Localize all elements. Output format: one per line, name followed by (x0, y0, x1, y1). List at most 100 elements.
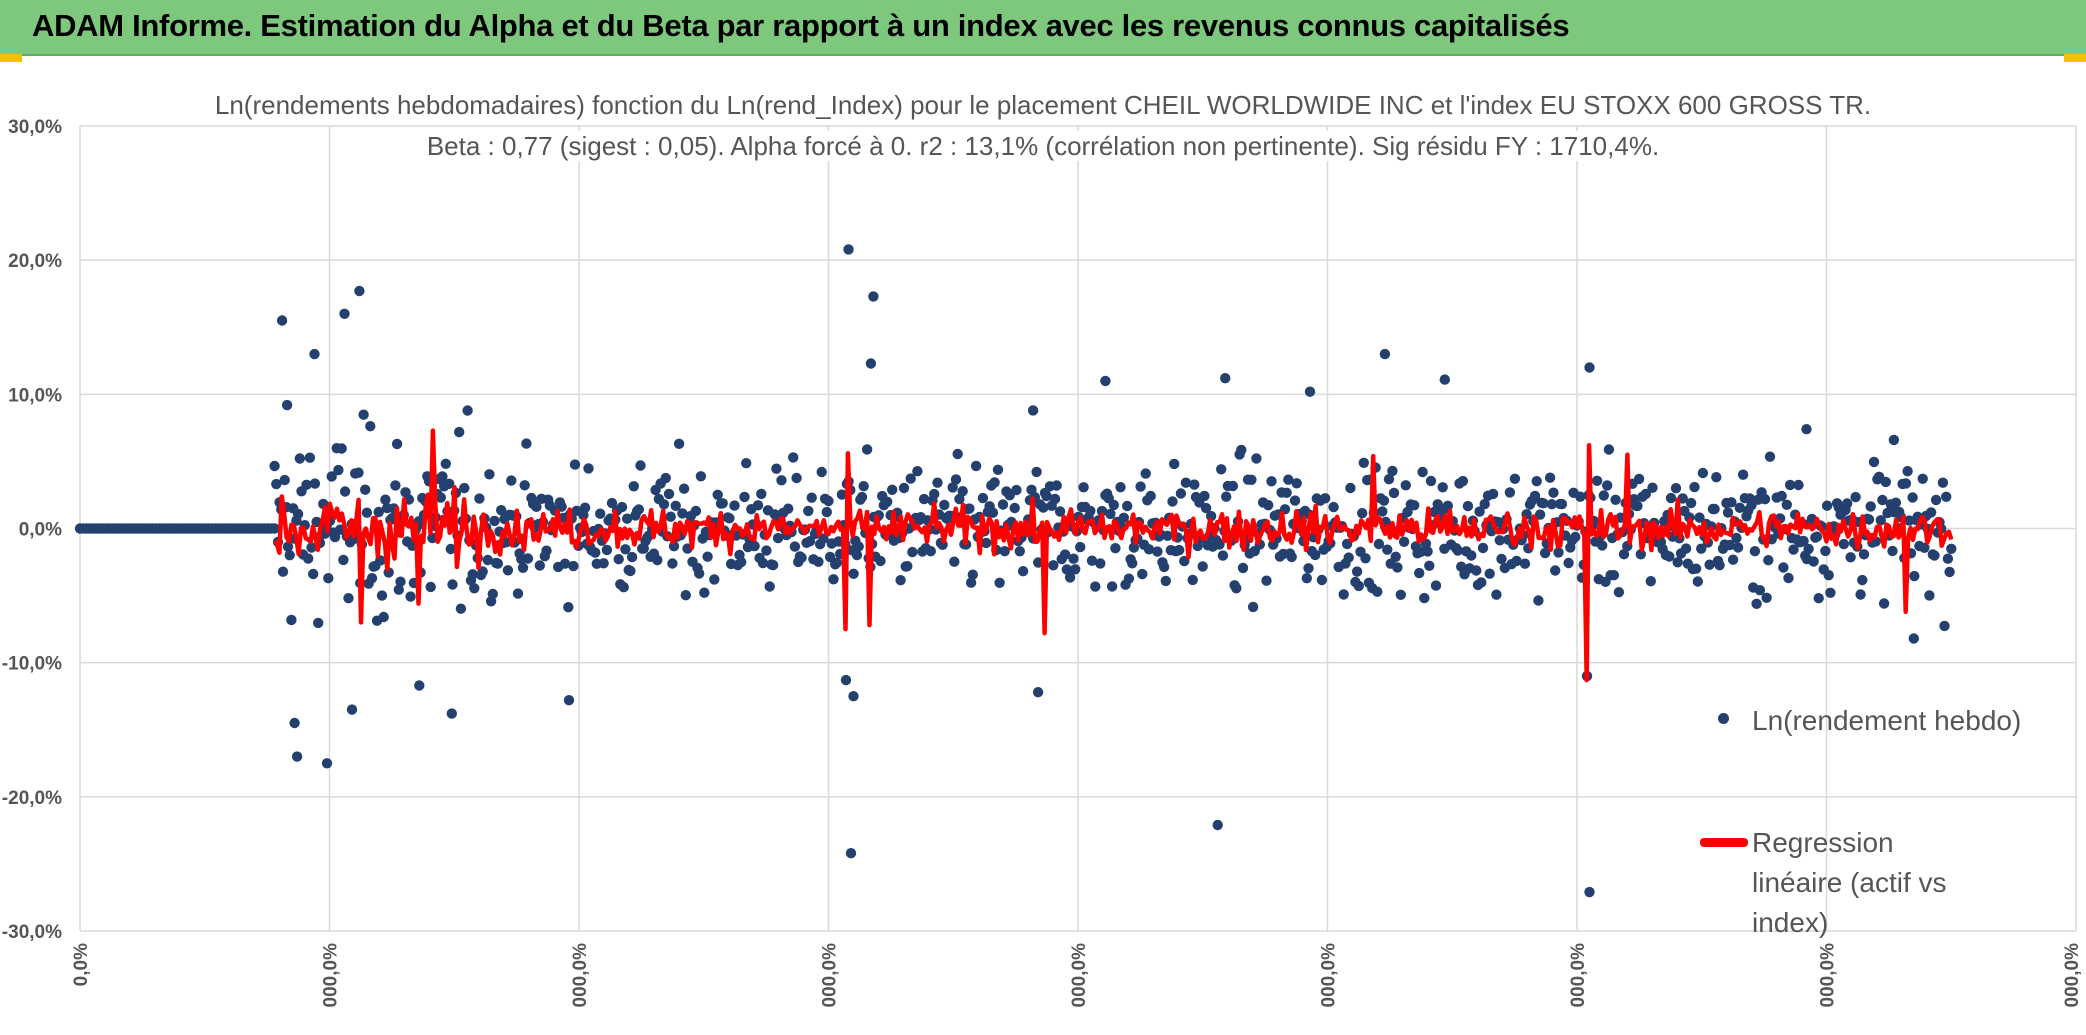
y-axis-ticks: 30,0% 20,0% 10,0% 0,0% -10,0% -20,0% -30,0% (2, 117, 62, 943)
scatter-point (1731, 532, 1742, 544)
scatter-point (771, 463, 782, 474)
scatter-point (1353, 580, 1365, 592)
scatter-point (1875, 515, 1887, 526)
x-tick-label: 000,0% (820, 943, 841, 1008)
scatter-point (1281, 487, 1292, 498)
scatter-point (1388, 487, 1400, 499)
scatter-point (1484, 568, 1495, 579)
scatter-point (1697, 467, 1709, 479)
scatter-point (1855, 589, 1866, 600)
scatter-point (291, 751, 303, 762)
scatter-point (806, 492, 817, 503)
scatter-point (1584, 886, 1595, 898)
scatter-point (446, 708, 457, 719)
x-tick-label: 000,0% (1319, 943, 1340, 1008)
scatter-point (1247, 601, 1259, 613)
x-tick-label: 000,0% (1069, 943, 1090, 1008)
scatter-point (1110, 543, 1121, 554)
scatter-point (1162, 530, 1173, 541)
scatter-point (1640, 488, 1652, 500)
y-tick-label: -30,0% (2, 922, 62, 943)
scatter-point (772, 532, 784, 544)
scatter-point (425, 581, 436, 593)
scatter-point (1888, 434, 1900, 446)
scatter-point (970, 460, 982, 472)
scatter-point (294, 453, 305, 464)
scatter-point (1850, 491, 1861, 503)
scatter-point (1379, 348, 1391, 360)
scatter-point (905, 473, 916, 484)
scatter-point (848, 691, 859, 702)
scatter-point (1909, 570, 1920, 582)
scatter-point (1494, 535, 1506, 546)
scatter-point (1059, 549, 1071, 560)
scatter-point (954, 493, 965, 505)
scatter-point (1942, 553, 1954, 564)
legend-label-scatter: Ln(rendement hebdo) (1752, 705, 2022, 736)
scatter-point (952, 448, 963, 460)
scatter-point (1930, 494, 1942, 506)
scatter-point (1724, 539, 1735, 551)
scatter-point (1690, 563, 1702, 574)
scatter-point (1174, 544, 1185, 556)
scatter-point (1504, 487, 1516, 498)
scatter-point (1863, 514, 1875, 525)
scatter-point (1842, 498, 1853, 509)
scatter-point (1737, 469, 1749, 480)
scatter-point (1941, 491, 1952, 502)
scatter-point (1763, 555, 1774, 566)
scatter-point (1937, 477, 1949, 488)
scatter-point (1531, 476, 1542, 487)
scatter-point (506, 475, 517, 486)
scatter-point (569, 459, 581, 470)
scatter-point (1014, 546, 1025, 557)
scatter-point (1635, 549, 1647, 560)
scatter-point (568, 560, 579, 572)
scatter-point (519, 480, 530, 491)
scatter-point (563, 602, 574, 613)
scatter-point (856, 491, 868, 503)
scatter-point (994, 577, 1005, 588)
scatter-point (326, 471, 337, 482)
scatter-point (1784, 479, 1796, 491)
scatter-point (435, 492, 446, 503)
scatter-point (583, 463, 594, 474)
scatter-point (1068, 553, 1079, 564)
scatter-point (380, 494, 391, 505)
scatter-point (840, 674, 852, 686)
scatter-point (496, 505, 507, 516)
scatter-point (1462, 500, 1474, 512)
scatter-point (1919, 542, 1930, 553)
scatter-point (1430, 580, 1442, 591)
scatter-point (333, 464, 344, 476)
scatter-point (1085, 505, 1096, 517)
scatter-point (445, 543, 456, 555)
scatter-point (1387, 465, 1398, 477)
scatter-point (1398, 536, 1410, 547)
scatter-point (1289, 495, 1301, 506)
scatter-point (276, 315, 288, 326)
scatter-point (1820, 545, 1831, 557)
scatter-point (836, 489, 848, 500)
scatter-point (1377, 506, 1388, 517)
scatter-point (660, 472, 671, 484)
scatter-point (313, 617, 324, 629)
chart-area: 30,0% 20,0% 10,0% 0,0% -10,0% -20,0% -30,0% 0,… (0, 56, 2086, 1035)
scatter-point (947, 482, 958, 493)
x-tick-label: 000,0% (1568, 943, 1589, 1008)
scatter-point (1197, 561, 1208, 572)
scatter-point (967, 569, 978, 580)
scatter-point (1358, 457, 1370, 468)
scatter-point (598, 558, 609, 569)
scatter-point (1064, 572, 1076, 583)
scatter-point (1529, 490, 1541, 502)
y-tick-label: 30,0% (8, 117, 62, 138)
scatter-point (390, 480, 401, 491)
scatter-point (695, 471, 707, 482)
scatter-point (484, 469, 495, 480)
scatter-point (521, 438, 532, 449)
scatter-point (1070, 564, 1081, 575)
scatter-point (1357, 508, 1368, 519)
scatter-point (992, 464, 1004, 475)
scatter-point (761, 545, 772, 556)
